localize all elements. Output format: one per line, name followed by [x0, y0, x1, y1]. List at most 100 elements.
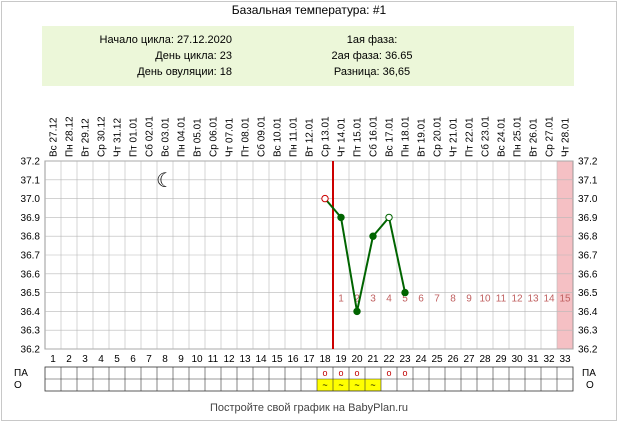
- pa-row-label: ПА: [14, 368, 28, 379]
- date-label: Вт 29.12: [81, 118, 92, 157]
- footer-link[interactable]: Постройте свой график на BabyPlan.ru: [209, 402, 409, 414]
- date-label: Пн 28.12: [65, 116, 76, 157]
- o-row-label-right: О: [586, 380, 594, 391]
- date-label: Вс 03.01: [161, 117, 172, 157]
- pa-mark: o: [386, 368, 391, 378]
- y-tick-label-right: 37.1: [578, 175, 598, 186]
- day-number-label: 27: [463, 354, 475, 365]
- date-label: Вс 17.01: [385, 117, 396, 157]
- day-number-label: 3: [82, 354, 88, 365]
- date-label: Вс 24.01: [497, 117, 508, 157]
- date-label: Чт 14.01: [337, 118, 348, 157]
- day-number-label: 25: [431, 354, 443, 365]
- day-number-label: 12: [223, 354, 235, 365]
- date-label: Сб 09.01: [256, 116, 268, 157]
- date-label: Пт 01.01: [129, 117, 140, 157]
- day-number-label: 1: [50, 354, 56, 365]
- y-tick-label-right: 36.8: [578, 232, 598, 243]
- day-number-label: 7: [146, 354, 152, 365]
- phase-day-number: 4: [386, 294, 392, 305]
- day-number-label: 10: [191, 354, 203, 365]
- date-label: Ср 06.01: [209, 116, 220, 157]
- y-tick-label-left: 37.0: [21, 194, 41, 205]
- temperature-point: [385, 213, 393, 222]
- y-tick-label-left: 36.2: [21, 345, 41, 356]
- phase-day-number: 11: [496, 294, 507, 305]
- ovulation-day-text: День овуляции: 18: [137, 66, 232, 78]
- day-number-label: 13: [239, 354, 251, 365]
- moon-icon: ☾: [156, 170, 174, 192]
- phase-day-number: 14: [543, 294, 555, 305]
- day-number-label: 8: [162, 354, 168, 365]
- pa-mark: o: [402, 368, 407, 378]
- day-number-label: 16: [287, 354, 299, 365]
- phase-day-number: 9: [466, 294, 472, 305]
- y-tick-label-right: 37.0: [578, 194, 598, 205]
- y-tick-label-left: 36.7: [21, 251, 41, 262]
- o-mark: ~: [338, 380, 343, 390]
- day-number-label: 5: [114, 354, 120, 365]
- y-tick-label-right: 36.4: [578, 307, 598, 318]
- phase-day-number: 3: [370, 294, 376, 305]
- day-number-label: 14: [255, 354, 267, 365]
- o-row-highlight: [349, 379, 365, 391]
- phase-day-number: 13: [527, 294, 539, 305]
- date-label: Пн 04.01: [177, 116, 188, 157]
- phase-day-number: 8: [450, 294, 456, 305]
- date-label: Пн 18.01: [401, 116, 412, 157]
- day-number-label: 21: [367, 354, 379, 365]
- date-label: Вс 27.12: [49, 117, 60, 157]
- o-mark: ~: [354, 380, 359, 390]
- day-number-label: 28: [479, 354, 491, 365]
- day-number-label: 32: [543, 354, 555, 365]
- y-tick-label-left: 36.6: [21, 269, 41, 280]
- y-tick-label-left: 36.3: [21, 326, 41, 337]
- date-label: Вс 10.01: [273, 117, 284, 157]
- date-label: Пн 25.01: [513, 116, 524, 157]
- date-label: Пт 08.01: [241, 117, 252, 157]
- date-label: Вт 05.01: [193, 118, 204, 157]
- date-label: Сб 23.01: [480, 116, 492, 157]
- date-label: Вт 19.01: [417, 118, 428, 157]
- date-label: Ср 13.01: [321, 116, 332, 157]
- temperature-point: [401, 288, 409, 297]
- cycle-start-text: Начало цикла: 27.12.2020: [99, 34, 232, 46]
- temperature-line: [324, 197, 406, 312]
- temperature-point: [369, 232, 377, 240]
- date-label: Ср 27.01: [545, 116, 556, 157]
- date-label: Чт 31.12: [113, 118, 124, 157]
- date-label: Пт 15.01: [353, 117, 364, 157]
- phase-day-number: 7: [434, 294, 440, 305]
- y-tick-label-right: 36.9: [578, 213, 598, 224]
- o-row-highlight: [365, 379, 381, 391]
- y-tick-label-left: 36.8: [21, 232, 41, 243]
- day-number-label: 17: [303, 354, 315, 365]
- day-number-label: 2: [66, 354, 72, 365]
- day-number-label: 6: [130, 354, 136, 365]
- o-row-label: О: [14, 380, 22, 391]
- date-label: Чт 21.01: [449, 118, 460, 157]
- day-number-label: 26: [447, 354, 459, 365]
- cycle-info-panel: Начало цикла: 27.12.2020 День цикла: 23 …: [42, 26, 574, 86]
- phase-day-number: 1: [338, 294, 344, 305]
- temperature-point: [337, 213, 345, 222]
- date-label: Ср 30.12: [97, 116, 108, 157]
- o-row-highlight: [317, 379, 333, 391]
- y-tick-label-right: 37.2: [578, 157, 598, 168]
- pa-mark: o: [354, 368, 359, 378]
- y-tick-label-right: 36.5: [578, 288, 598, 299]
- y-tick-label-right: 36.3: [578, 326, 598, 337]
- day-number-label: 11: [208, 354, 219, 365]
- y-tick-label-right: 36.7: [578, 251, 598, 262]
- day-number-label: 31: [527, 354, 539, 365]
- y-tick-label-left: 37.2: [21, 157, 41, 168]
- temperature-point: [353, 307, 361, 316]
- y-tick-label-left: 36.9: [21, 213, 41, 224]
- pa-mark: o: [322, 368, 327, 378]
- date-label: Вт 26.01: [529, 118, 540, 157]
- cycle-day-text: День цикла: 23: [155, 50, 232, 62]
- day-number-label: 30: [511, 354, 523, 365]
- day-number-label: 18: [319, 354, 331, 365]
